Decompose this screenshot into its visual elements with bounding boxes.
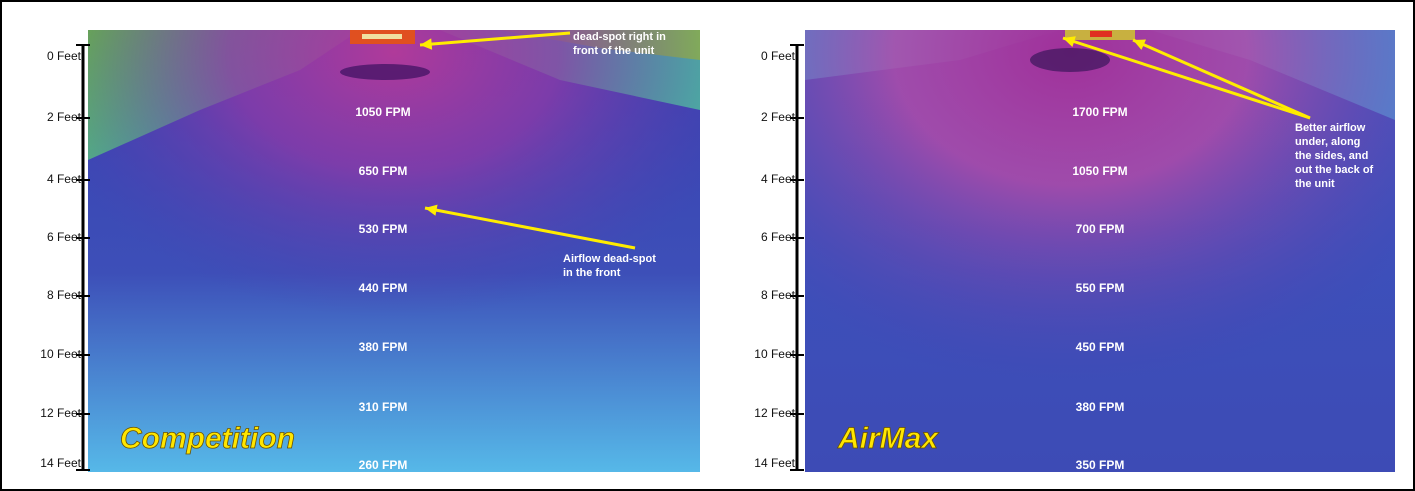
- arrow-head: [1063, 36, 1076, 47]
- arrow-shaft: [1132, 38, 1311, 120]
- airflow-reading: 1050 FPM: [1072, 164, 1127, 178]
- panel-title: AirMax: [837, 422, 939, 455]
- scale-label: 0 Feet: [47, 49, 82, 63]
- airflow-reading: 700 FPM: [1076, 222, 1125, 236]
- arrow-shaft: [1062, 36, 1311, 120]
- arrow-shaft: [419, 31, 571, 47]
- scale-label: 4 Feet: [761, 172, 796, 186]
- arrow-head: [420, 38, 433, 50]
- arrow-shaft: [424, 206, 636, 250]
- scale-label: 0 Feet: [761, 49, 796, 63]
- annotation-line: the sides, and: [1295, 150, 1368, 162]
- airflow-reading: 350 FPM: [1076, 458, 1125, 472]
- annotation-line: under, along: [1295, 136, 1360, 148]
- annotation-line: out the back of: [1295, 164, 1374, 176]
- annotation-line: Exhaust slightly: [573, 3, 658, 15]
- airflow-reading: 260 FPM: [359, 458, 408, 472]
- airflow-reading: 380 FPM: [359, 340, 408, 354]
- airflow-reading: 310 FPM: [359, 400, 408, 414]
- airflow-reading: 550 FPM: [1076, 281, 1125, 295]
- scale-label: 6 Feet: [761, 230, 796, 244]
- scale-label: 8 Feet: [47, 288, 82, 302]
- airflow-reading: 530 FPM: [359, 222, 408, 236]
- annotation-line: front of the unit: [573, 45, 655, 57]
- annotation-line: dead-spot right in: [573, 31, 666, 43]
- annotation-line: Better airflow: [1295, 122, 1366, 134]
- scale-label: 6 Feet: [47, 230, 82, 244]
- thermal-right: [805, 30, 1395, 472]
- scale-label: 10 Feet: [754, 347, 795, 361]
- airflow-reading: 650 FPM: [359, 164, 408, 178]
- arrow-head: [1133, 39, 1146, 50]
- panel-title: Competition: [120, 422, 295, 455]
- annotation-line: in the front: [563, 267, 621, 279]
- scale-label: 14 Feet: [40, 456, 81, 470]
- scale-label: 10 Feet: [40, 347, 81, 361]
- scale-label: 12 Feet: [754, 406, 795, 420]
- airflow-reading: 440 FPM: [359, 281, 408, 295]
- annotation-line: above the ground,: [573, 17, 668, 29]
- thermal-left: [88, 30, 700, 472]
- scale-label: 2 Feet: [47, 110, 82, 124]
- airflow-reading: 1700 FPM: [1072, 105, 1127, 119]
- scale-label: 12 Feet: [40, 406, 81, 420]
- airflow-reading: 450 FPM: [1076, 340, 1125, 354]
- scale-label: 2 Feet: [761, 110, 796, 124]
- arrow-head: [425, 204, 438, 216]
- scale-label: 8 Feet: [761, 288, 796, 302]
- scale-label: 14 Feet: [754, 456, 795, 470]
- annotation-line: Airflow dead-spot: [563, 253, 656, 265]
- airflow-reading: 380 FPM: [1076, 400, 1125, 414]
- airflow-reading: 1050 FPM: [355, 105, 410, 119]
- scale-label: 4 Feet: [47, 172, 82, 186]
- annotation-line: the unit: [1295, 178, 1335, 190]
